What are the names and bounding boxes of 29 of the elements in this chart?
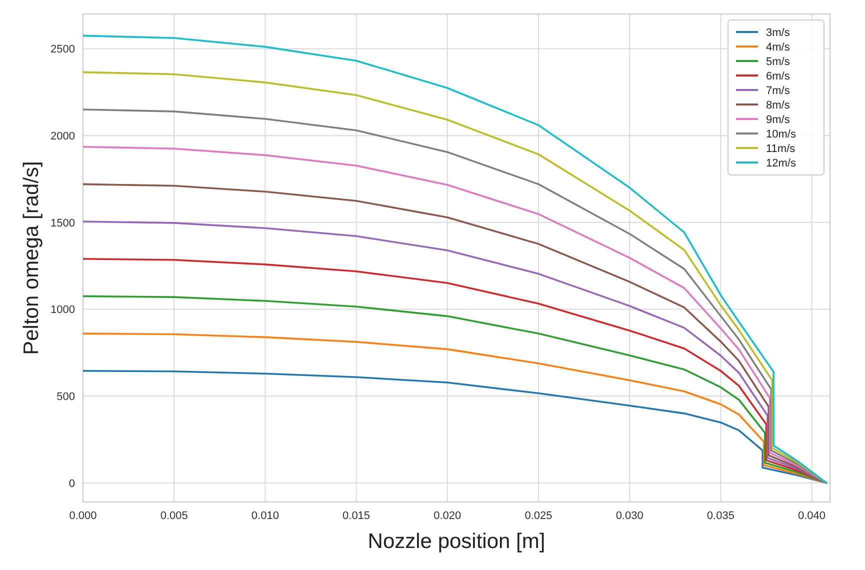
legend-label: 6m/s <box>766 70 790 82</box>
y-tick-label: 2500 <box>50 44 75 56</box>
legend-label: 12m/s <box>766 158 796 170</box>
x-axis-title: Nozzle position [m] <box>368 530 546 553</box>
line-series <box>83 295 828 484</box>
legend-label: 8m/s <box>766 100 790 112</box>
legend-label: 7m/s <box>766 85 790 97</box>
y-axis-title: Pelton omega [rad/s] <box>20 161 43 355</box>
legend-label: 3m/s <box>766 27 790 39</box>
x-tick-label: 0.030 <box>616 510 644 522</box>
x-tick-label: 0.025 <box>524 510 552 522</box>
x-tick-label: 0.015 <box>342 510 370 522</box>
legend-label: 10m/s <box>766 128 796 140</box>
y-tick-label: 1000 <box>50 304 75 316</box>
y-tick-label: 2000 <box>50 130 75 143</box>
legend-label: 11m/s <box>766 143 796 155</box>
y-tick-label: 0 <box>68 478 75 490</box>
legend-label: 5m/s <box>766 56 790 68</box>
legend-label: 9m/s <box>766 114 790 126</box>
y-tick-label: 1500 <box>50 217 75 230</box>
x-tick-label: 0.035 <box>706 510 734 522</box>
x-tick-label: 0.005 <box>160 510 188 522</box>
x-tick-label: 0.040 <box>798 510 826 522</box>
x-tick-label: 0.000 <box>69 510 97 522</box>
x-tick-label: 0.010 <box>251 510 279 522</box>
y-tick-label: 500 <box>56 391 75 404</box>
line-series <box>83 370 828 484</box>
x-tick-label: 0.020 <box>434 510 462 522</box>
legend-label: 4m/s <box>766 42 790 54</box>
